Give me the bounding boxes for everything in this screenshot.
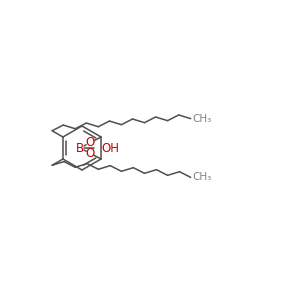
Text: O: O xyxy=(85,147,95,160)
Text: CH₃: CH₃ xyxy=(193,114,212,124)
Text: B: B xyxy=(76,142,84,154)
Text: O: O xyxy=(85,136,95,149)
Text: CH₃: CH₃ xyxy=(193,172,212,182)
Text: OH: OH xyxy=(101,142,119,154)
